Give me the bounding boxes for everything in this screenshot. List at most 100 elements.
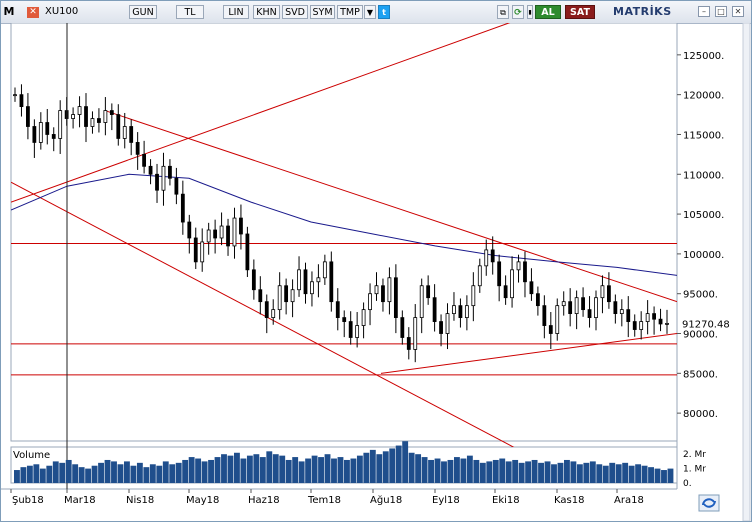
candle-body[interactable] <box>445 313 450 334</box>
candle-body[interactable] <box>587 309 592 318</box>
trendline[interactable] <box>11 181 517 449</box>
dropdown-icon[interactable]: ▼ <box>364 5 376 19</box>
candle-body[interactable] <box>458 305 463 318</box>
candle-body[interactable] <box>90 118 95 127</box>
candle-body[interactable] <box>658 318 663 325</box>
refresh-icon[interactable]: ⟳ <box>512 5 524 19</box>
candle-body[interactable] <box>335 301 340 318</box>
candle-body[interactable] <box>406 337 411 350</box>
candle-body[interactable] <box>251 269 256 291</box>
candle-body[interactable] <box>484 249 489 267</box>
candle-body[interactable] <box>645 313 650 322</box>
candle-body[interactable] <box>84 106 88 127</box>
candle-body[interactable] <box>652 313 656 320</box>
candle-body[interactable] <box>161 165 166 191</box>
sync-icon[interactable] <box>698 494 720 512</box>
trendline[interactable] <box>380 333 677 374</box>
candle-body[interactable] <box>264 301 269 318</box>
candle-body[interactable] <box>632 321 637 330</box>
candle-body[interactable] <box>135 142 140 155</box>
candle-body[interactable] <box>419 285 424 318</box>
candle-body[interactable] <box>426 285 431 299</box>
trendline[interactable] <box>104 110 677 303</box>
candle-body[interactable] <box>277 285 282 311</box>
candle-body[interactable] <box>548 325 553 334</box>
price-chart[interactable]: 125000. 120000. 115000. 110000. 105000. 10000… <box>1 22 751 522</box>
candle-body[interactable] <box>232 217 237 247</box>
candle-body[interactable] <box>180 193 185 223</box>
candle-body[interactable] <box>452 305 456 315</box>
candle-body[interactable] <box>619 309 624 315</box>
candle-body[interactable] <box>387 277 392 303</box>
scale-button[interactable]: LIN <box>223 5 249 19</box>
candle-body[interactable] <box>497 261 502 287</box>
candle-body[interactable] <box>148 165 153 175</box>
candle-body[interactable] <box>129 126 134 143</box>
candle-body[interactable] <box>355 325 360 338</box>
twitter-icon[interactable]: t <box>378 5 390 19</box>
period-button[interactable]: GUN <box>129 5 157 19</box>
candle-body[interactable] <box>58 110 63 139</box>
candle-body[interactable] <box>142 153 147 167</box>
candle-body[interactable] <box>432 297 437 322</box>
app-icon[interactable]: M <box>3 5 15 18</box>
candle-body[interactable] <box>529 281 534 295</box>
candle-body[interactable] <box>490 249 495 263</box>
candle-body[interactable] <box>213 229 218 239</box>
moving-average-line[interactable] <box>11 173 677 276</box>
candle-body[interactable] <box>342 317 347 322</box>
candle-body[interactable] <box>77 106 82 115</box>
candle-body[interactable] <box>368 293 372 311</box>
candle-body[interactable] <box>103 110 108 123</box>
candle-body[interactable] <box>226 225 230 247</box>
candle-body[interactable] <box>561 301 566 307</box>
candle-body[interactable] <box>665 323 669 325</box>
close-icon[interactable]: ✕ <box>27 7 39 18</box>
candle-body[interactable] <box>613 301 618 315</box>
candle-body[interactable] <box>32 126 37 143</box>
buy-button[interactable]: AL <box>535 5 561 19</box>
candle-body[interactable] <box>329 261 334 303</box>
candle-body[interactable] <box>594 297 598 318</box>
candle-body[interactable] <box>38 122 43 143</box>
candle-body[interactable] <box>200 241 205 263</box>
candle-body[interactable] <box>51 134 56 139</box>
candle-body[interactable] <box>439 321 443 334</box>
candle-body[interactable] <box>535 293 540 307</box>
close-window-icon[interactable]: ✕ <box>732 6 744 17</box>
tmp-button[interactable]: TMP <box>337 5 363 19</box>
candle-body[interactable] <box>503 285 508 299</box>
candle-body[interactable] <box>122 126 127 139</box>
candle-body[interactable] <box>464 305 469 318</box>
candle-body[interactable] <box>116 114 121 139</box>
minimize-icon[interactable]: – <box>698 6 710 17</box>
candle-body[interactable] <box>284 285 289 303</box>
candle-body[interactable] <box>555 305 560 334</box>
candle-body[interactable] <box>193 237 198 263</box>
candle-body[interactable] <box>71 114 75 119</box>
candle-body[interactable] <box>290 289 295 303</box>
candle-body[interactable] <box>303 269 308 295</box>
candle-body[interactable] <box>581 297 585 311</box>
svd-button[interactable]: SVD <box>282 5 308 19</box>
candle-body[interactable] <box>516 261 521 271</box>
candle-body[interactable] <box>45 122 50 135</box>
candle-body[interactable] <box>471 285 476 307</box>
candle-body[interactable] <box>239 217 243 235</box>
candle-body[interactable] <box>297 269 301 291</box>
candle-body[interactable] <box>477 265 482 287</box>
candle-body[interactable] <box>206 229 211 243</box>
candle-body[interactable] <box>600 285 605 299</box>
candle-body[interactable] <box>381 285 385 303</box>
candle-body[interactable] <box>523 261 527 283</box>
candle-body[interactable] <box>26 106 30 127</box>
candle-body[interactable] <box>174 177 179 195</box>
candle-body[interactable] <box>568 301 573 315</box>
trendline[interactable] <box>11 23 531 203</box>
chart-area[interactable]: 125000. 120000. 115000. 110000. 105000. 10000… <box>1 22 751 522</box>
candle-body[interactable] <box>393 277 398 318</box>
candle-body[interactable] <box>607 285 611 303</box>
candle-body[interactable] <box>361 309 366 326</box>
candle-body[interactable] <box>626 309 631 322</box>
candle-body[interactable] <box>574 297 579 315</box>
